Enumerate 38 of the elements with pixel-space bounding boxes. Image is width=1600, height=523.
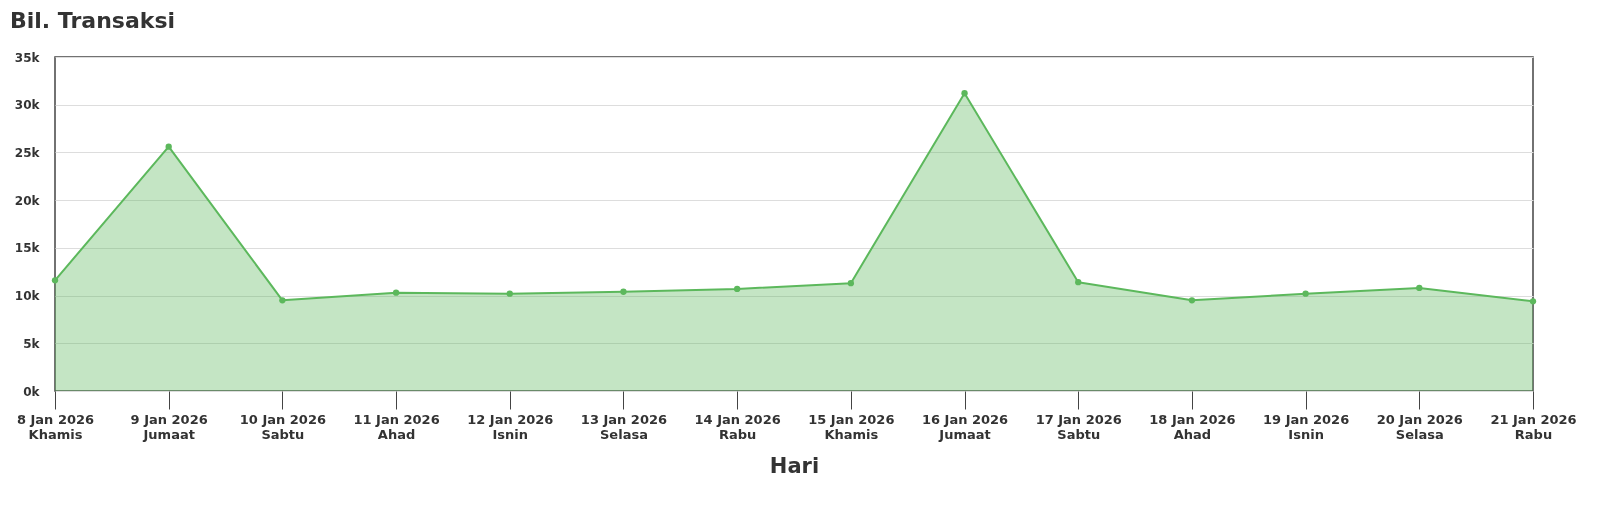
- point: [279, 297, 286, 304]
- y-tick-label: 30k: [14, 98, 41, 113]
- point: [1302, 290, 1309, 297]
- x-tick-label: 16 Jan 2026 Jumaat: [921, 411, 1009, 442]
- x-tick-label: 14 Jan 2026 Rabu: [694, 411, 781, 442]
- point: [165, 143, 172, 150]
- point: [1529, 298, 1537, 305]
- x-tick-label: 12 Jan 2026 Isnin: [467, 411, 554, 442]
- chart-title: Bil. Transaksi: [10, 8, 176, 33]
- point: [51, 277, 59, 284]
- point: [506, 290, 513, 297]
- y-tick-label: 0k: [23, 384, 41, 399]
- x-tick-label: 17 Jan 2026 Sabtu: [1035, 411, 1122, 442]
- point: [961, 90, 968, 97]
- point: [733, 285, 741, 293]
- point: [392, 289, 400, 296]
- y-tick-label: 20k: [14, 193, 41, 208]
- y-tick-label: 5k: [23, 336, 41, 351]
- x-tick-label: 20 Jan 2026 Selasa: [1376, 411, 1463, 442]
- point: [1188, 297, 1196, 304]
- x-tick-label: 9 Jan 2026 Jumaat: [130, 411, 208, 442]
- x-tick-label: 21 Jan 2026 Rabu: [1490, 411, 1577, 442]
- y-tick-label: 10k: [14, 289, 41, 304]
- point: [847, 280, 855, 287]
- y-tick-label: 15k: [14, 241, 41, 256]
- x-tick-label: 8 Jan 2026 Khamis: [16, 411, 95, 442]
- point: [620, 288, 627, 295]
- point: [1416, 284, 1423, 292]
- x-tick-label: 15 Jan 2026 Khamis: [808, 411, 895, 442]
- x-tick-label: 11 Jan 2026 Ahad: [353, 411, 440, 442]
- x-tick-label: 18 Jan 2026 Ahad: [1149, 411, 1236, 442]
- y-tick-label: 25k: [14, 145, 41, 160]
- x-tick-label: 19 Jan 2026 Isnin: [1263, 411, 1350, 442]
- x-tick-label: 13 Jan 2026 Selasa: [580, 411, 668, 442]
- point: [1075, 279, 1082, 286]
- x-tick-label: 10 Jan 2026 Sabtu: [239, 411, 326, 442]
- y-tick-label: 35k: [14, 50, 41, 65]
- x-axis-title: Hari: [769, 453, 820, 478]
